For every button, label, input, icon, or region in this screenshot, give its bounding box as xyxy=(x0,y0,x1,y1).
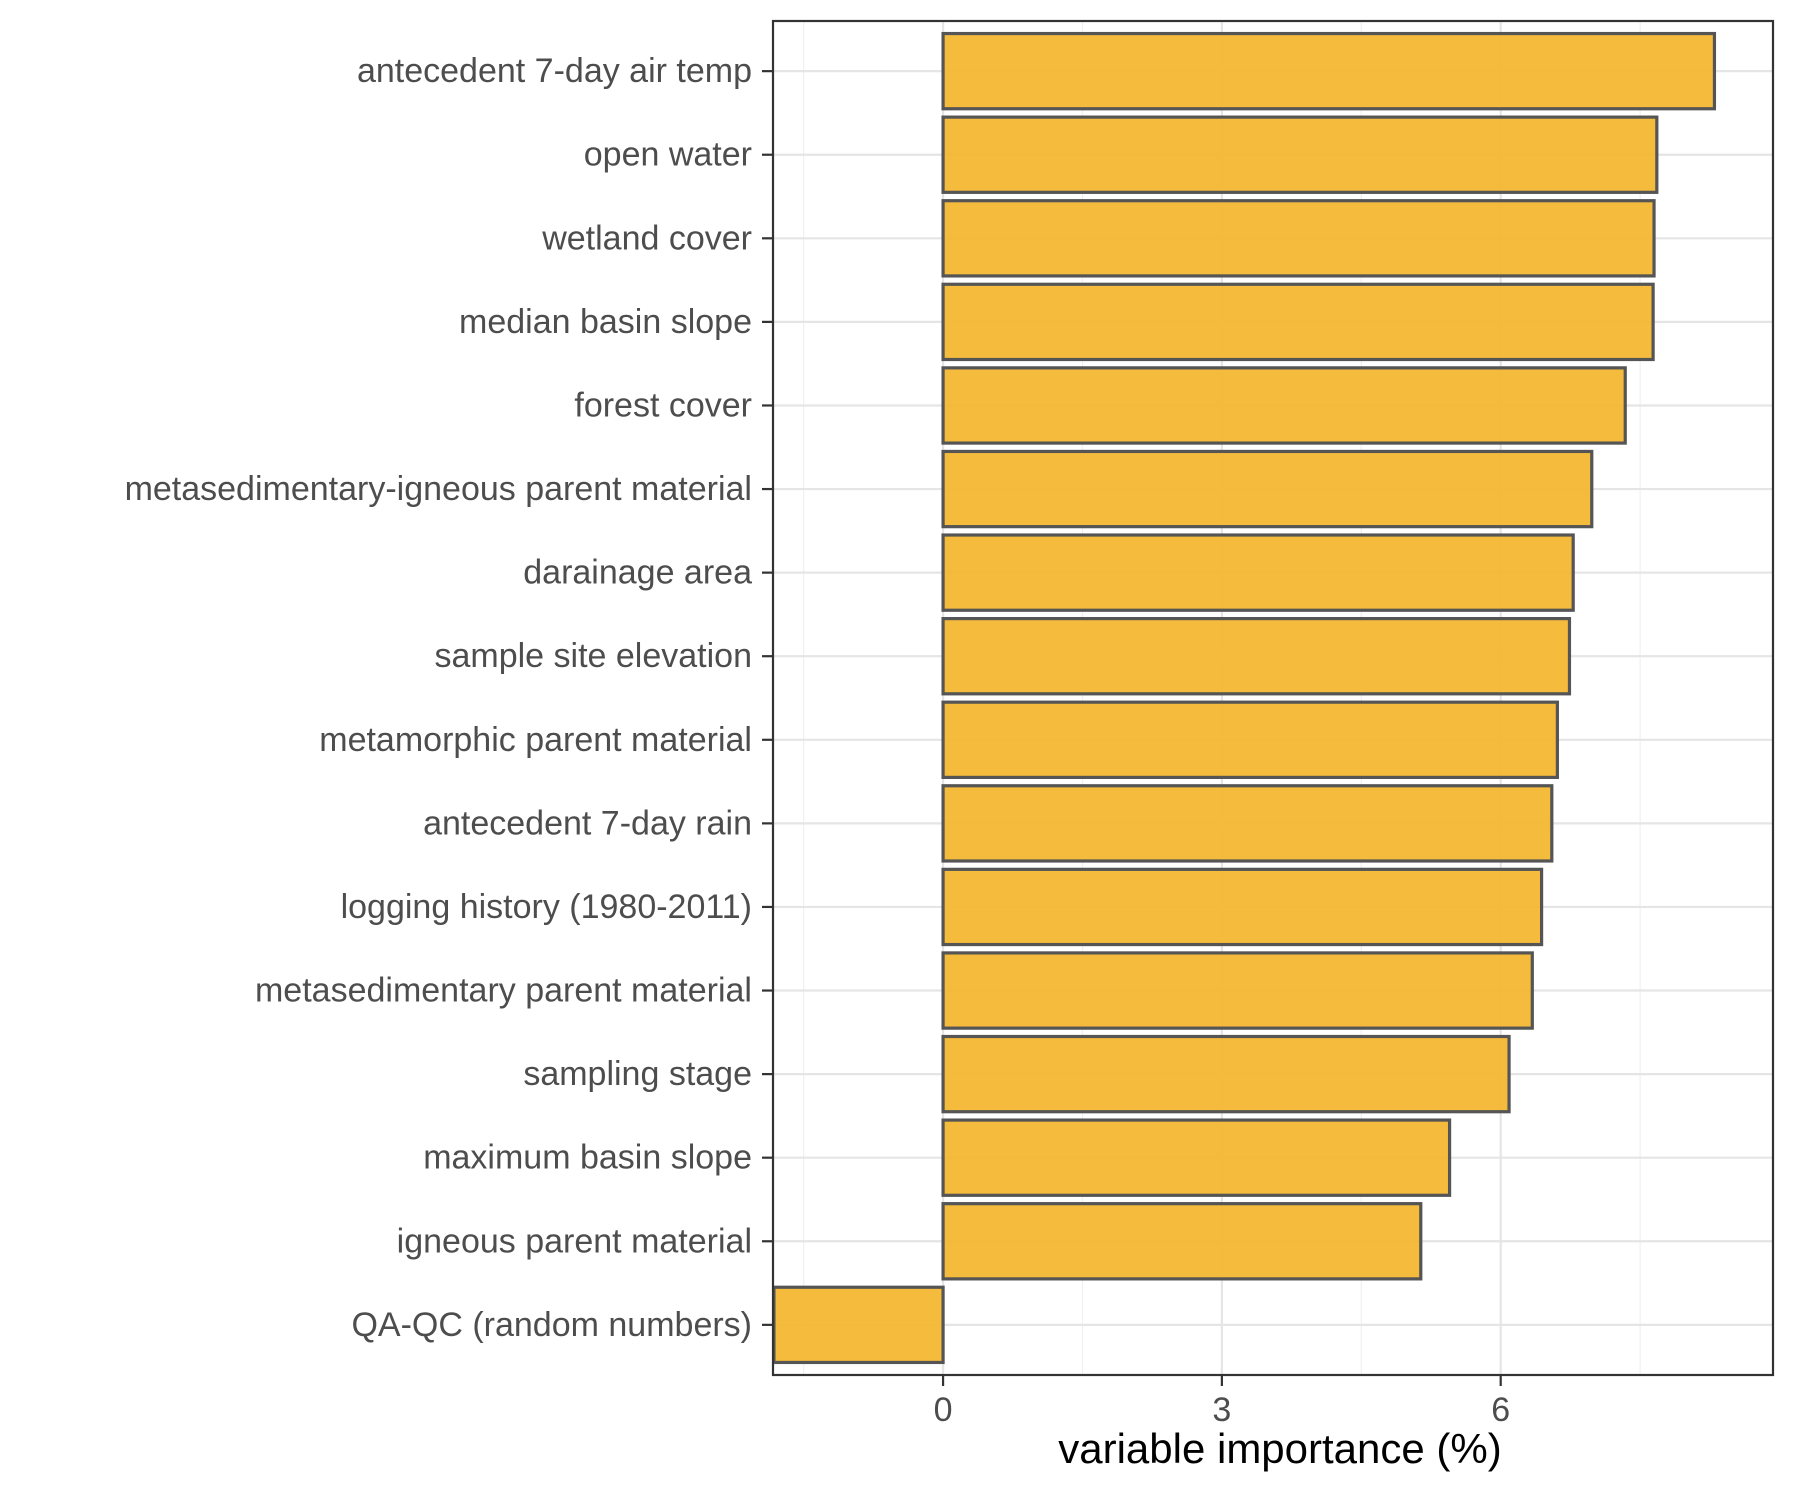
bar xyxy=(941,616,1572,696)
bar xyxy=(941,366,1627,445)
x-tick-label: 3 xyxy=(1212,1391,1231,1429)
bar xyxy=(941,867,1544,947)
y-tick-label: maximum basin slope xyxy=(423,1139,752,1177)
bar xyxy=(941,1202,1423,1281)
y-axis: antecedent 7-day air temp open water wetla… xyxy=(125,52,773,1344)
panel-border xyxy=(771,19,1775,1377)
bar xyxy=(941,951,1534,1030)
bar xyxy=(941,449,1594,529)
y-tick-label: metasedimentary-igneous parent material xyxy=(125,470,752,508)
bar xyxy=(941,1118,1452,1197)
y-tick-label: antecedent 7-day rain xyxy=(423,804,752,842)
bar xyxy=(941,115,1659,194)
y-tick-label: logging history (1980-2011) xyxy=(341,888,752,926)
y-tick-label: metamorphic parent material xyxy=(319,721,752,759)
y-tick-label: igneous parent material xyxy=(397,1222,752,1260)
bar xyxy=(941,31,1717,111)
y-tick-label: metasedimentary parent material xyxy=(255,972,752,1010)
y-tick-label: antecedent 7-day air temp xyxy=(357,52,752,90)
y-tick-label: sampling stage xyxy=(523,1055,752,1093)
y-tick-label: sample site elevation xyxy=(434,637,752,675)
bar xyxy=(941,784,1554,863)
bar xyxy=(941,533,1575,612)
x-tick-label: 6 xyxy=(1491,1391,1510,1429)
bar xyxy=(941,700,1559,780)
bar xyxy=(941,282,1655,362)
y-tick-label: forest cover xyxy=(574,386,752,424)
bar xyxy=(772,1285,945,1365)
y-tick-label: open water xyxy=(584,136,752,174)
y-tick-label: median basin slope xyxy=(459,303,752,341)
y-tick-label: QA-QC (random numbers) xyxy=(351,1306,752,1344)
y-tick-label: darainage area xyxy=(523,554,752,592)
x-tick-label: 0 xyxy=(934,1391,953,1429)
bar-layer xyxy=(772,31,1717,1365)
x-axis-title: variable importance (%) xyxy=(1058,1425,1502,1472)
y-tick-label: wetland cover xyxy=(541,219,752,257)
bar xyxy=(941,1034,1511,1114)
x-axis: 0 3 6 xyxy=(934,1375,1510,1429)
bar xyxy=(941,199,1656,278)
